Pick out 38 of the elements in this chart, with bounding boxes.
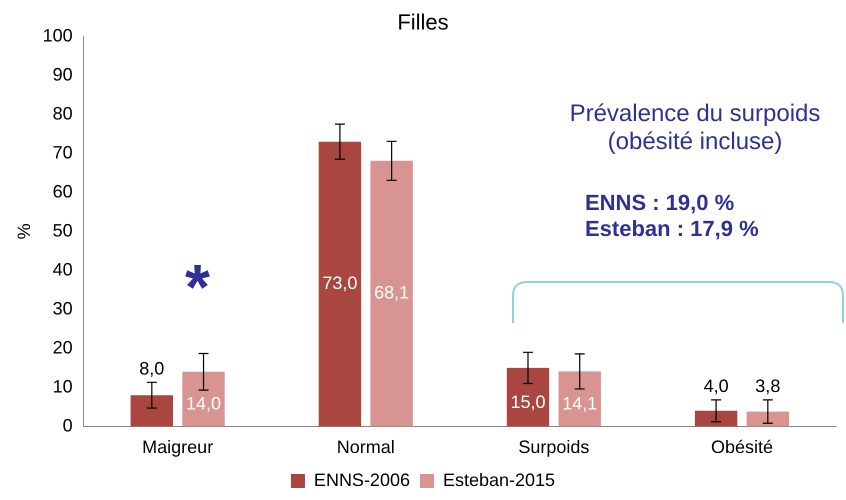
bar [746, 412, 790, 426]
y-tick-label: 100 [42, 25, 73, 46]
bar [370, 160, 413, 426]
bar [694, 410, 738, 426]
y-tick-label: 50 [52, 220, 73, 240]
y-tick-label: 90 [52, 64, 73, 84]
data-label: 8,0 [139, 358, 164, 378]
x-tick-label: Normal [336, 437, 395, 458]
annotation: * [185, 251, 210, 323]
annotation: ENNS : 19,0 % Esteban : 17,9 % [585, 190, 759, 242]
data-label: 3,8 [755, 376, 780, 396]
bar [506, 368, 550, 426]
y-tick-label: 10 [52, 376, 73, 396]
bar [318, 142, 362, 426]
y-tick-label: 80 [52, 103, 73, 124]
data-label: 4,0 [704, 376, 729, 396]
legend-label: Esteban-2015 [442, 470, 556, 490]
data-label: 14,0 [186, 394, 222, 414]
y-tick-label: 40 [52, 259, 73, 280]
y-tick-label: 60 [52, 181, 73, 202]
data-label: 73,0 [322, 273, 358, 294]
data-label: 15,0 [510, 392, 546, 412]
annotation: Prévalence du surpoids (obésité incluse) [568, 100, 822, 156]
bar [130, 395, 174, 426]
y-axis-title: % [14, 223, 34, 240]
x-tick-label: Maigreur [142, 437, 214, 458]
y-tick-label: 30 [52, 298, 73, 318]
x-tick-label: Obésité [710, 437, 773, 458]
x-tick-label: Surpoids [518, 437, 590, 458]
y-tick-label: 0 [62, 415, 73, 436]
y-tick-label: 20 [52, 337, 73, 358]
data-label: 68,1 [374, 282, 410, 303]
chart-title: Filles [397, 9, 449, 34]
y-tick-label: 70 [52, 142, 73, 162]
bar [558, 371, 601, 426]
data-label: 14,1 [562, 393, 598, 414]
legend-label: ENNS-2006 [314, 470, 410, 490]
bar [182, 372, 225, 426]
